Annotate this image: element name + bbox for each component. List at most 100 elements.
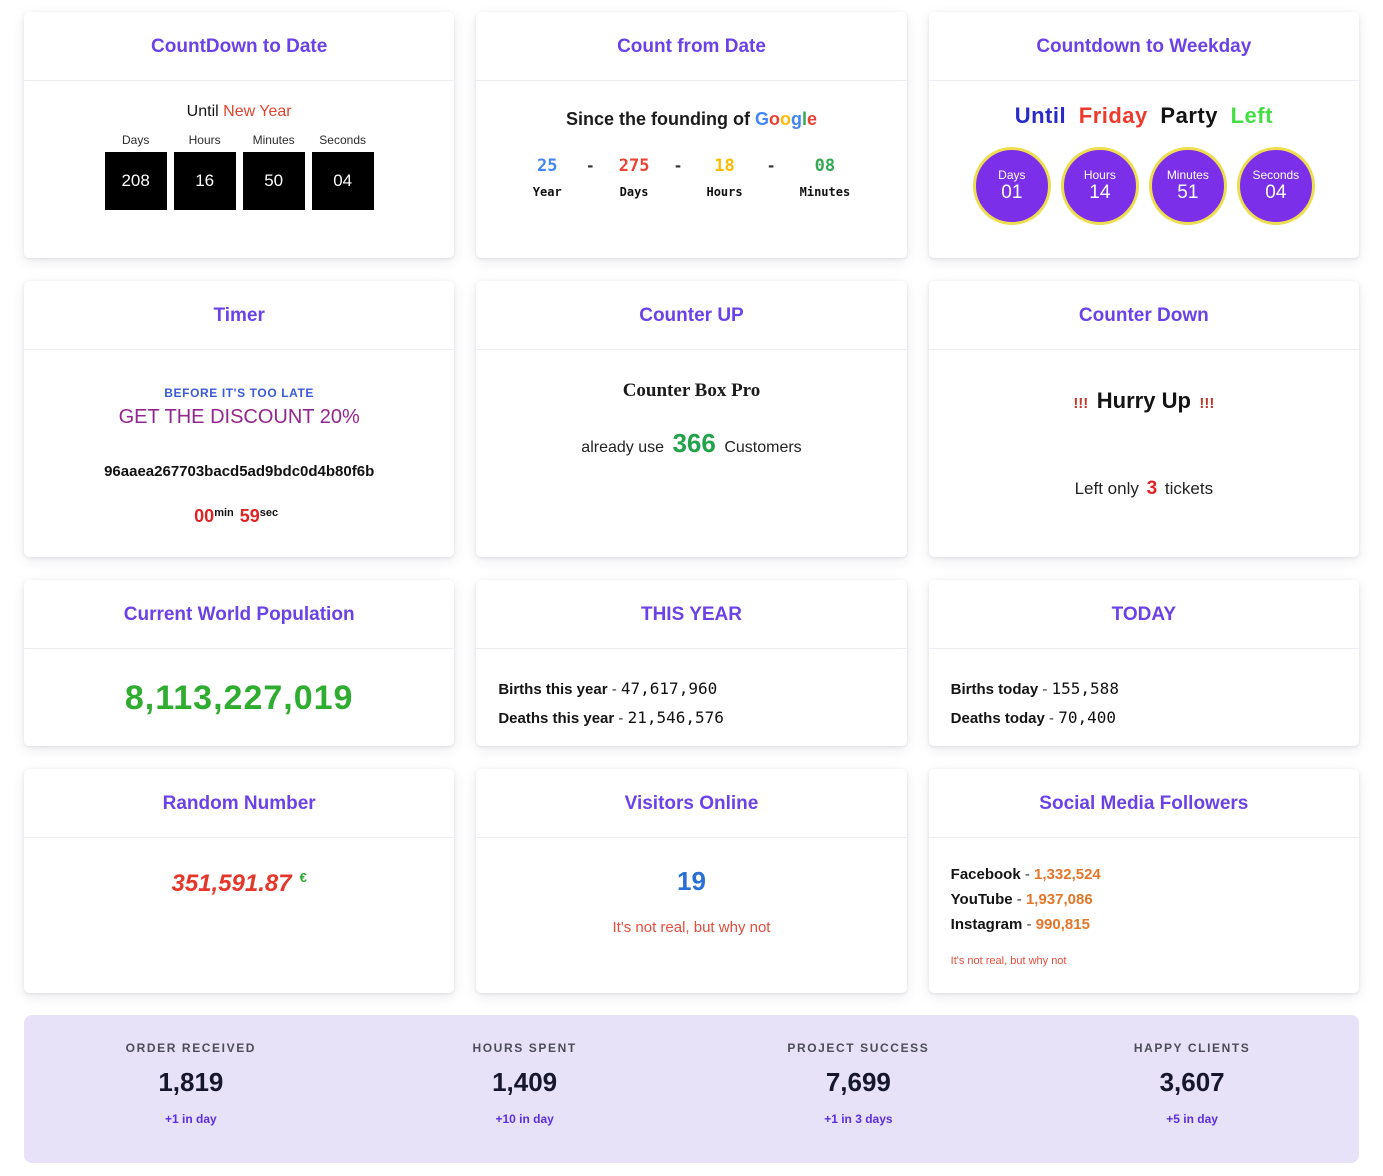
customers-line: already use 366 Customers	[476, 428, 906, 459]
countdown-units: Days 208 Hours 16 Minutes 50 Seconds 04	[24, 133, 454, 210]
births-today-row: Births today - 155,588	[951, 675, 1337, 704]
social-value: 1,937,086	[1025, 891, 1093, 908]
card-title: Social Media Followers	[1039, 793, 1249, 814]
countdown-prefix: Until	[186, 103, 219, 120]
unit-label: Hours	[1083, 168, 1116, 182]
unit-label: Hours	[706, 185, 743, 199]
social-label: Instagram	[950, 916, 1023, 933]
google-letter: e	[807, 109, 818, 129]
stat-bar-label: ORDER RECEIVED	[125, 1041, 257, 1055]
google-letter: l	[801, 109, 807, 129]
stat-bar-value: 1,819	[158, 1067, 224, 1097]
unit-value: 04	[1265, 182, 1287, 203]
stat-hours-spent: HOURS SPENT 1,409 +10 in day	[358, 1041, 692, 1163]
product-name: Counter Box Pro	[622, 380, 761, 401]
countup-heading: Since the founding of Google	[476, 109, 906, 130]
elapsed-unit-minutes: 08 Minutes	[800, 156, 851, 199]
unit-label: Hours	[188, 133, 221, 147]
google-letter: G	[754, 109, 769, 129]
card-countdown-to-date: CountDown to Date Until New Year Days 20…	[24, 12, 455, 258]
unit-value: 18	[714, 156, 735, 176]
stat-label: Deaths this year	[498, 710, 615, 727]
card-title: Countdown to Weekday	[1036, 36, 1252, 57]
timer-seconds: 59	[239, 506, 260, 526]
discount-code: 96aaea267703bacd5ad9bdc0d4b80f6b	[104, 463, 375, 480]
timer-minutes: 00	[194, 506, 215, 526]
separator: -	[585, 157, 595, 175]
weekday-circles: Days 01 Hours 14 Minutes 51 Seconds 04	[929, 147, 1359, 225]
dash: -	[1049, 710, 1055, 727]
stat-value: 47,617,960	[620, 679, 718, 698]
tickets-suffix: tickets	[1164, 479, 1214, 498]
divider	[928, 837, 1359, 838]
card-social-media: Social Media Followers Facebook - 1,332,…	[928, 769, 1359, 993]
stat-bar-value: 7,699	[825, 1067, 891, 1097]
exclamation: !!!	[1073, 395, 1089, 412]
countdown-heading: Until New Year	[24, 103, 454, 121]
cards-grid: CountDown to Date Until New Year Days 20…	[24, 12, 1359, 993]
stat-bar-delta: +10 in day	[495, 1112, 554, 1126]
card-title: Count from Date	[617, 36, 766, 57]
divider	[476, 837, 907, 838]
countdown-unit-minutes: Minutes 50	[242, 133, 305, 210]
stat-value: 70,400	[1058, 708, 1116, 727]
countdown-unit-seconds: Seconds 04	[311, 133, 374, 210]
card-world-population: Current World Population 8,113,227,019	[24, 580, 455, 746]
unit-label: Seconds	[319, 133, 366, 147]
social-label: YouTube	[950, 891, 1013, 908]
stat-label: Births today	[950, 681, 1039, 698]
unit-value: 01	[1001, 182, 1023, 203]
timer-minutes-label: min	[214, 506, 234, 519]
unit-value: 08	[814, 156, 836, 176]
heading-word: Left	[1230, 103, 1273, 128]
unit-value: 50	[242, 152, 305, 210]
population-count: 8,113,227,019	[124, 679, 354, 717]
exclamation: !!!	[1199, 395, 1215, 412]
social-rows: Facebook - 1,332,524 YouTube - 1,937,086…	[929, 862, 1359, 937]
unit-value: 275	[618, 156, 650, 176]
heading-word: Party	[1160, 103, 1218, 128]
card-title: Timer	[213, 305, 265, 326]
elapsed-unit-year: 25 Year	[533, 156, 562, 199]
facebook-row: Facebook - 1,332,524	[951, 862, 1337, 887]
divider	[24, 349, 455, 350]
unit-label: Days	[121, 133, 150, 147]
summary-stats-bar: ORDER RECEIVED 1,819 +1 in day HOURS SPE…	[24, 1015, 1359, 1163]
card-title: Current World Population	[123, 604, 355, 625]
customers-prefix: already use	[581, 439, 665, 456]
google-letter: o	[779, 109, 791, 129]
elapsed-unit-hours: 18 Hours	[706, 156, 742, 199]
dash: -	[1016, 891, 1022, 908]
dash: -	[1042, 681, 1048, 698]
stat-value: 155,588	[1051, 679, 1119, 698]
heading-word: Until	[1014, 103, 1067, 128]
today-stats: Births today - 155,588 Deaths today - 70…	[929, 675, 1359, 733]
unit-value: 25	[536, 156, 558, 176]
divider	[476, 648, 907, 649]
timer-headline: GET THE DISCOUNT 20%	[118, 406, 360, 428]
dash: -	[618, 710, 624, 727]
card-title: THIS YEAR	[640, 604, 742, 625]
unit-label: Days	[619, 185, 649, 199]
card-title: Random Number	[162, 793, 316, 814]
unit-value: 04	[311, 152, 374, 210]
card-random-number: Random Number 351,591.87 €	[24, 769, 455, 993]
card-count-from-date: Count from Date Since the founding of Go…	[476, 12, 907, 258]
separator: -	[673, 157, 683, 175]
divider	[928, 80, 1359, 81]
divider	[476, 80, 907, 81]
countdown-unit-days: Days 208	[104, 133, 167, 210]
unit-label: Minutes	[1166, 168, 1209, 182]
dash: -	[1026, 916, 1032, 933]
unit-value: 14	[1089, 182, 1111, 203]
dash: -	[611, 681, 617, 698]
heading-word: Friday	[1078, 103, 1148, 128]
card-title: Counter UP	[639, 305, 744, 326]
card-title: Visitors Online	[624, 793, 759, 814]
social-note: It's not real, but why not	[950, 955, 1067, 967]
stat-bar-value: 3,607	[1159, 1067, 1225, 1097]
stat-label: Deaths today	[950, 710, 1045, 727]
circle-days: Days 01	[972, 147, 1051, 225]
tickets-prefix: Left only	[1074, 479, 1139, 498]
circle-minutes: Minutes 51	[1148, 147, 1227, 225]
